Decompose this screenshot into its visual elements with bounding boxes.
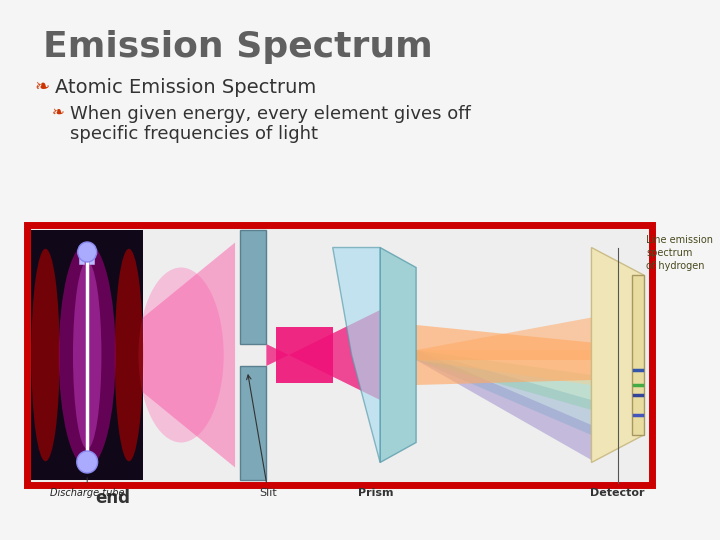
Ellipse shape xyxy=(73,261,102,449)
Polygon shape xyxy=(416,350,591,410)
Ellipse shape xyxy=(78,242,96,262)
Text: Prism: Prism xyxy=(358,488,393,498)
Polygon shape xyxy=(143,242,235,468)
Text: Atomic Emission Spectrum: Atomic Emission Spectrum xyxy=(55,78,316,97)
Ellipse shape xyxy=(77,451,98,473)
Ellipse shape xyxy=(138,267,224,442)
Text: ❧: ❧ xyxy=(52,105,65,120)
Polygon shape xyxy=(266,310,380,400)
Bar xyxy=(632,275,644,435)
FancyBboxPatch shape xyxy=(0,0,686,540)
Bar xyxy=(240,366,266,480)
Polygon shape xyxy=(416,350,591,460)
Bar xyxy=(276,327,333,383)
Text: Line emission
spectrum
of hydrogen: Line emission spectrum of hydrogen xyxy=(647,235,714,271)
Polygon shape xyxy=(416,318,591,360)
Ellipse shape xyxy=(114,249,143,461)
Text: ❧: ❧ xyxy=(34,78,49,96)
Polygon shape xyxy=(380,247,416,462)
Ellipse shape xyxy=(59,242,116,468)
Polygon shape xyxy=(416,350,591,385)
Ellipse shape xyxy=(31,249,60,461)
Text: Detector: Detector xyxy=(590,488,645,498)
Text: specific frequencies of light: specific frequencies of light xyxy=(70,125,318,143)
Polygon shape xyxy=(416,325,591,385)
FancyBboxPatch shape xyxy=(27,225,652,485)
Bar xyxy=(31,230,143,480)
Text: end: end xyxy=(95,489,130,507)
Polygon shape xyxy=(591,247,644,462)
Text: Slit: Slit xyxy=(247,375,277,498)
Text: When given energy, every element gives off: When given energy, every element gives o… xyxy=(70,105,471,123)
Bar xyxy=(240,230,266,344)
Polygon shape xyxy=(416,350,591,435)
Polygon shape xyxy=(333,247,380,462)
Text: Discharge tube: Discharge tube xyxy=(50,478,125,498)
Text: Emission Spectrum: Emission Spectrum xyxy=(42,30,433,64)
